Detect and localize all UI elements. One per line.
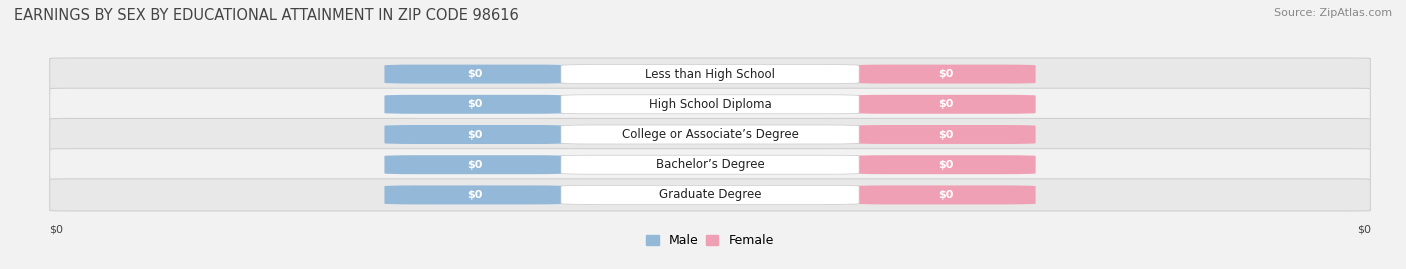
- Text: $0: $0: [938, 129, 953, 140]
- Text: $0: $0: [467, 190, 482, 200]
- FancyBboxPatch shape: [49, 179, 1371, 211]
- Legend: Male, Female: Male, Female: [641, 229, 779, 252]
- Text: EARNINGS BY SEX BY EDUCATIONAL ATTAINMENT IN ZIP CODE 98616: EARNINGS BY SEX BY EDUCATIONAL ATTAINMEN…: [14, 8, 519, 23]
- FancyBboxPatch shape: [384, 95, 565, 114]
- FancyBboxPatch shape: [49, 149, 1371, 181]
- FancyBboxPatch shape: [49, 118, 1371, 151]
- Text: High School Diploma: High School Diploma: [648, 98, 772, 111]
- Text: $0: $0: [467, 69, 482, 79]
- FancyBboxPatch shape: [384, 155, 565, 174]
- FancyBboxPatch shape: [561, 65, 859, 84]
- FancyBboxPatch shape: [561, 125, 859, 144]
- FancyBboxPatch shape: [855, 185, 1036, 204]
- FancyBboxPatch shape: [561, 185, 859, 204]
- FancyBboxPatch shape: [49, 58, 1371, 90]
- FancyBboxPatch shape: [855, 65, 1036, 84]
- Text: Graduate Degree: Graduate Degree: [659, 188, 761, 201]
- FancyBboxPatch shape: [384, 125, 565, 144]
- FancyBboxPatch shape: [561, 155, 859, 174]
- Text: Less than High School: Less than High School: [645, 68, 775, 81]
- Text: $0: $0: [938, 69, 953, 79]
- FancyBboxPatch shape: [561, 95, 859, 114]
- Text: $0: $0: [467, 129, 482, 140]
- Text: $0: $0: [938, 99, 953, 109]
- FancyBboxPatch shape: [384, 65, 565, 84]
- Text: $0: $0: [467, 99, 482, 109]
- FancyBboxPatch shape: [855, 125, 1036, 144]
- Text: $0: $0: [467, 160, 482, 170]
- Text: College or Associate’s Degree: College or Associate’s Degree: [621, 128, 799, 141]
- Text: $0: $0: [938, 160, 953, 170]
- Text: $0: $0: [938, 190, 953, 200]
- FancyBboxPatch shape: [49, 88, 1371, 120]
- FancyBboxPatch shape: [384, 185, 565, 204]
- FancyBboxPatch shape: [855, 95, 1036, 114]
- Text: Source: ZipAtlas.com: Source: ZipAtlas.com: [1274, 8, 1392, 18]
- Text: Bachelor’s Degree: Bachelor’s Degree: [655, 158, 765, 171]
- FancyBboxPatch shape: [855, 155, 1036, 174]
